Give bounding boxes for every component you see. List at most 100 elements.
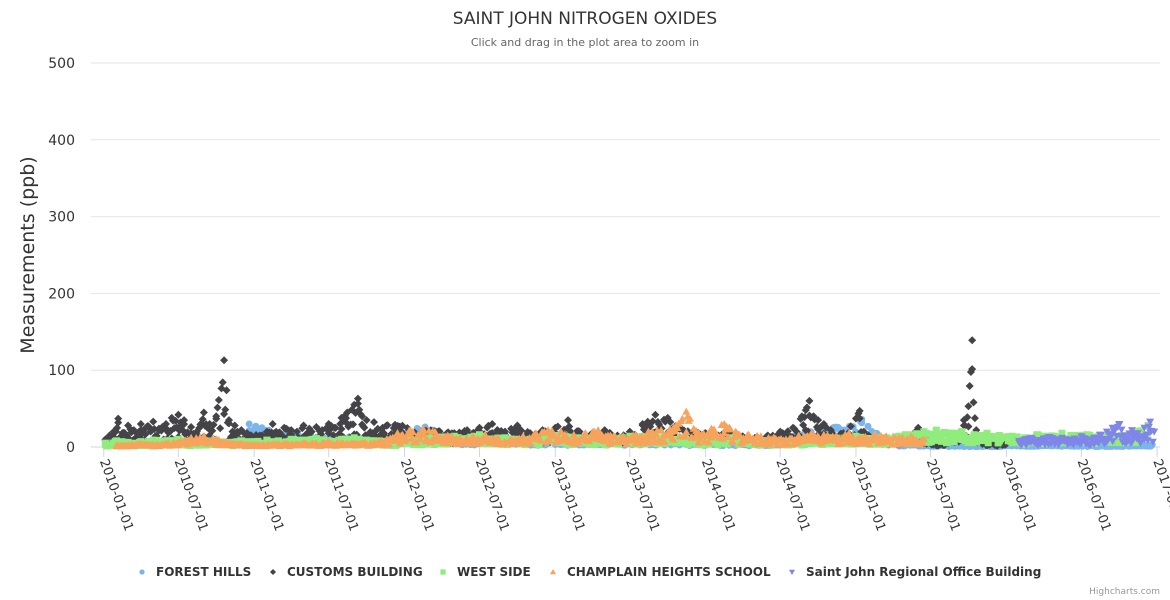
data-point[interactable] [225, 439, 234, 447]
data-point[interactable] [919, 431, 927, 439]
data-point[interactable] [591, 441, 599, 449]
data-point[interactable] [756, 432, 765, 440]
data-point[interactable] [968, 365, 977, 374]
data-point[interactable] [606, 431, 615, 439]
data-point[interactable] [114, 414, 123, 423]
data-point[interactable] [287, 426, 296, 435]
data-point[interactable] [180, 420, 189, 429]
data-point[interactable] [412, 438, 421, 446]
data-point[interactable] [1015, 437, 1024, 445]
data-point[interactable] [149, 440, 158, 448]
data-point[interactable] [578, 439, 586, 447]
data-point[interactable] [941, 429, 949, 437]
data-point[interactable] [1013, 433, 1021, 441]
data-point[interactable] [965, 382, 974, 391]
data-point[interactable] [607, 437, 616, 445]
data-point[interactable] [1020, 436, 1029, 444]
data-point[interactable] [907, 432, 916, 440]
data-point[interactable] [494, 433, 503, 441]
data-point[interactable] [646, 432, 655, 440]
data-point[interactable] [977, 432, 985, 440]
data-point[interactable] [644, 427, 653, 435]
data-point[interactable] [287, 435, 295, 443]
data-point[interactable] [819, 430, 828, 438]
data-point[interactable] [958, 428, 966, 436]
data-point[interactable] [769, 433, 778, 441]
data-point[interactable] [707, 424, 716, 432]
data-point[interactable] [801, 406, 810, 415]
data-point[interactable] [187, 423, 196, 432]
data-point[interactable] [682, 407, 691, 415]
data-point[interactable] [846, 422, 855, 431]
data-point[interactable] [420, 430, 429, 438]
data-point[interactable] [594, 426, 603, 434]
data-point[interactable] [1108, 424, 1117, 432]
data-point[interactable] [776, 427, 785, 436]
data-point[interactable] [685, 414, 694, 422]
data-point[interactable] [807, 429, 816, 437]
data-point[interactable] [1108, 438, 1117, 446]
data-point[interactable] [545, 436, 554, 444]
data-point[interactable] [1027, 434, 1036, 442]
data-point[interactable] [569, 430, 578, 438]
data-point[interactable] [1071, 431, 1079, 439]
data-point[interactable] [214, 396, 223, 405]
data-point[interactable] [852, 432, 860, 440]
data-point[interactable] [174, 438, 183, 446]
data-point[interactable] [864, 422, 872, 430]
data-point[interactable] [794, 431, 803, 439]
data-point[interactable] [199, 408, 208, 417]
data-point[interactable] [744, 430, 753, 438]
data-point[interactable] [848, 432, 857, 440]
data-point[interactable] [463, 426, 472, 435]
data-point[interactable] [305, 424, 314, 433]
data-point[interactable] [506, 435, 515, 443]
data-point[interactable] [575, 427, 584, 436]
data-point[interactable] [950, 437, 958, 445]
data-point[interactable] [927, 438, 935, 446]
data-point[interactable] [180, 416, 189, 425]
data-point[interactable] [1136, 439, 1145, 447]
data-point[interactable] [212, 435, 221, 443]
data-point[interactable] [222, 386, 231, 395]
data-point[interactable] [714, 441, 722, 449]
data-point[interactable] [396, 439, 405, 447]
data-point[interactable] [274, 429, 283, 438]
data-point[interactable] [918, 438, 927, 446]
data-point[interactable] [280, 423, 289, 432]
data-point[interactable] [419, 424, 428, 432]
legend-item[interactable]: CUSTOMS BUILDING [270, 565, 423, 579]
data-point[interactable] [844, 429, 853, 437]
data-point[interactable] [174, 410, 183, 419]
data-point[interactable] [124, 440, 133, 448]
data-point[interactable] [501, 434, 509, 442]
legend-symbol-icon[interactable] [440, 569, 446, 575]
data-point[interactable] [1032, 437, 1041, 445]
data-point[interactable] [678, 414, 687, 422]
data-point[interactable] [369, 437, 377, 445]
data-point[interactable] [129, 426, 138, 435]
data-point[interactable] [600, 426, 609, 435]
data-point[interactable] [1064, 437, 1073, 445]
data-point[interactable] [136, 439, 145, 447]
data-point[interactable] [1150, 428, 1159, 436]
data-point[interactable] [1070, 435, 1079, 443]
data-point[interactable] [425, 434, 433, 442]
data-point[interactable] [984, 439, 992, 447]
data-point[interactable] [1045, 434, 1054, 442]
data-point[interactable] [631, 430, 640, 438]
legend-label[interactable]: FOREST HILLS [156, 565, 251, 579]
data-point[interactable] [225, 416, 234, 425]
data-point[interactable] [363, 436, 371, 444]
data-point[interactable] [669, 423, 678, 431]
data-point[interactable] [857, 433, 866, 441]
data-point[interactable] [1146, 418, 1155, 426]
data-point[interactable] [531, 429, 540, 437]
data-point[interactable] [937, 437, 945, 445]
data-point[interactable] [526, 439, 535, 447]
data-point[interactable] [855, 406, 864, 415]
data-point[interactable] [154, 424, 163, 433]
data-point[interactable] [167, 413, 176, 422]
data-point[interactable] [258, 424, 266, 432]
data-point[interactable] [1058, 429, 1066, 437]
